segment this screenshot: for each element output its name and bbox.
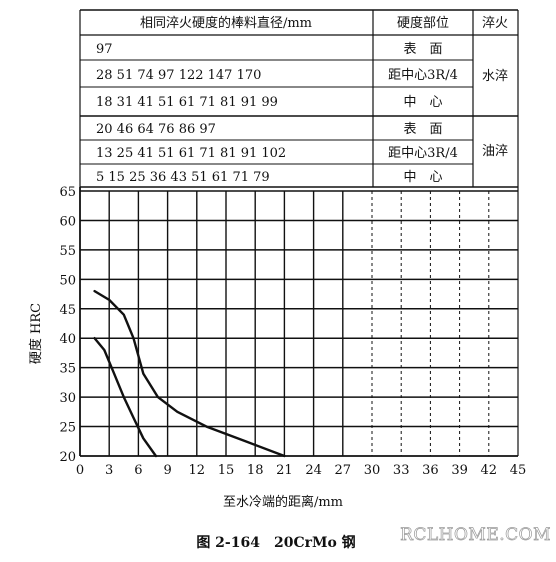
y-tick-label: 50	[59, 273, 76, 288]
x-tick-label: 9	[163, 463, 171, 478]
y-tick-label: 20	[59, 450, 76, 465]
y-axis-title: 硬度 HRC	[28, 303, 44, 364]
y-tick-label: 45	[59, 303, 76, 318]
y-tick-label: 40	[59, 332, 76, 347]
y-tick-label: 35	[59, 362, 76, 377]
y-tick-label: 60	[59, 214, 76, 229]
y-tick-label: 55	[59, 244, 76, 259]
oil-surface-diameters: 20 46 64 76 86 97	[96, 122, 216, 137]
y-tick-label: 30	[59, 391, 76, 406]
water-quench-label: 水淬	[482, 69, 508, 84]
x-tick-label: 33	[393, 463, 410, 478]
water-3r4-diameters: 28 51 74 97 122 147 170	[96, 68, 261, 83]
y-tick-label: 65	[59, 185, 76, 200]
x-tick-label: 21	[276, 463, 293, 478]
x-tick-label: 30	[364, 463, 381, 478]
x-tick-label: 6	[134, 463, 142, 478]
water-center-position: 中 心	[403, 95, 442, 110]
oil-quench-label: 油淬	[482, 144, 508, 159]
chart-series	[93, 289, 286, 458]
chart-tick-labels: 0 3 6 9 12 15 18 21 24 27 30 33 36 39 42 45202530354045…	[59, 185, 526, 478]
table-header-quench: 淬火	[482, 16, 508, 31]
chart-axes	[79, 187, 519, 457]
series-line-2	[93, 337, 158, 458]
hardenability-table	[79, 9, 519, 188]
x-tick-label: 27	[335, 463, 352, 478]
x-tick-label: 36	[422, 463, 439, 478]
table-header-position: 硬度部位	[397, 15, 449, 31]
y-tick-label: 25	[59, 421, 76, 436]
x-tick-label: 15	[218, 463, 235, 478]
water-center-diameters: 18 31 41 51 61 71 81 91 99	[96, 95, 278, 110]
figure-caption: 图 2-164 20CrMo 钢	[196, 534, 355, 551]
oil-center-diameters: 5 15 25 36 43 51 61 71 79	[96, 170, 270, 185]
watermark: RCLHOME.COM	[400, 525, 551, 545]
oil-3r4-diameters: 13 25 41 51 61 71 81 91 102	[96, 146, 286, 161]
oil-3r4-position: 距中心3R/4	[388, 146, 458, 161]
water-surface-position: 表 面	[403, 42, 442, 57]
x-tick-label: 45	[510, 463, 527, 478]
x-tick-label: 18	[247, 463, 264, 478]
x-tick-label: 0	[76, 463, 84, 478]
table-header-diameter: 相同淬火硬度的棒料直径/mm	[140, 15, 312, 31]
water-3r4-position: 距中心3R/4	[388, 68, 458, 83]
oil-center-position: 中 心	[403, 170, 442, 185]
x-tick-label: 39	[451, 463, 468, 478]
chart-grid	[80, 190, 518, 456]
x-tick-label: 24	[305, 463, 322, 478]
x-tick-label: 42	[481, 463, 498, 478]
oil-surface-position: 表 面	[403, 122, 442, 137]
series-line-1	[93, 289, 286, 458]
x-tick-label: 3	[105, 463, 113, 478]
water-surface-diameters: 97	[96, 42, 113, 57]
x-axis-title: 至水冷端的距离/mm	[223, 494, 343, 510]
x-tick-label: 12	[189, 463, 206, 478]
